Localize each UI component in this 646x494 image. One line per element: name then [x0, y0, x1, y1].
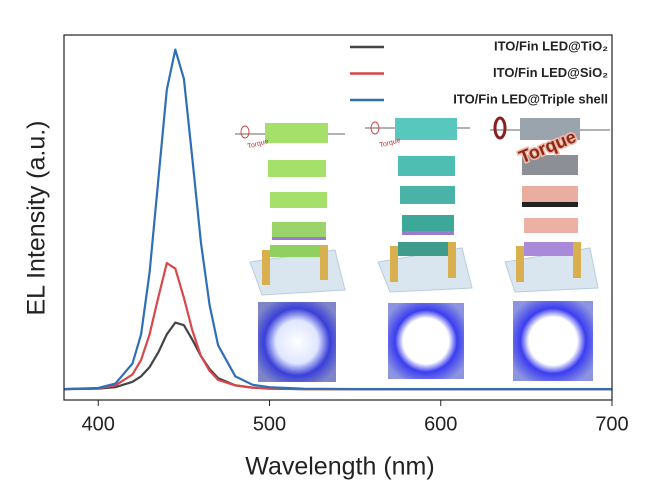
- plot-frame: [63, 34, 613, 401]
- line-series: [63, 48, 612, 391]
- legend-label: ITO/Fin LED@TiO₂: [494, 38, 608, 53]
- annotation: Torque: [247, 138, 270, 150]
- x-tick-label: 400: [82, 413, 115, 435]
- legend-label: ITO/Fin LED@SiO₂: [493, 65, 608, 80]
- annotation: Torque: [379, 137, 402, 149]
- x-tick-label: 700: [595, 413, 628, 435]
- x-axis-label: Wavelength (nm): [245, 453, 434, 481]
- x-tick-label: 600: [424, 413, 457, 435]
- x-tick-label: 500: [253, 413, 286, 435]
- plot: 400 500 600 700 ITO/Fin LED@TiO₂ ITO/Fin LED@…: [63, 34, 629, 435]
- y-axis-label: EL Intensity (a.u.): [23, 121, 51, 316]
- legend-label: ITO/Fin LED@Triple shell: [453, 91, 608, 106]
- inset-schematic: [235, 116, 610, 382]
